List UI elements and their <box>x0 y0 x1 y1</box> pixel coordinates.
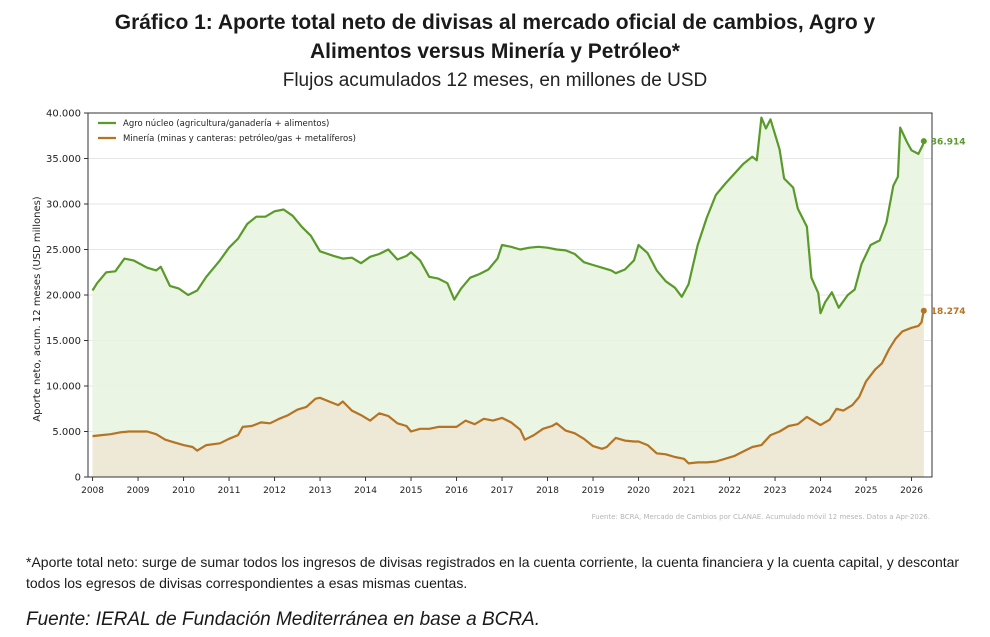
x-tick-label: 2017 <box>491 486 514 496</box>
series-line-0 <box>91 116 925 315</box>
x-tick-label: 2016 <box>445 486 468 496</box>
y-tick-label: 10.000 <box>46 382 81 393</box>
x-tick-label: 2015 <box>400 486 423 496</box>
series-area-0 <box>92 117 924 477</box>
series-lines <box>91 116 925 465</box>
series-end-point-1 <box>920 307 927 314</box>
plot-frame <box>87 112 933 478</box>
legend: Agro núcleo (agricultura/ganadería + ali… <box>98 119 356 144</box>
series-end-label-1: 18.274 <box>931 307 966 317</box>
x-tick-label: 2012 <box>263 486 286 496</box>
x-tick-label: 2018 <box>536 486 559 496</box>
x-tick-label: 2013 <box>309 486 332 496</box>
series-area-1 <box>92 310 924 477</box>
x-tick-label: 2024 <box>809 486 832 496</box>
source-caption: Fuente: IERAL de Fundación Mediterránea … <box>26 609 541 630</box>
y-tick-label: 20.000 <box>46 291 81 302</box>
footnote: *Aporte total neto: surge de sumar todos… <box>26 554 960 591</box>
x-tick-label: 2008 <box>81 486 104 496</box>
axes: 0 5.000 10.000 15.000 20.000 25.000 30.000 35.0… <box>46 109 933 496</box>
x-tick-label: 2023 <box>764 486 787 496</box>
legend-label-0: Agro núcleo (agricultura/ganadería + ali… <box>123 119 329 129</box>
chart-area: 0 5.000 10.000 15.000 20.000 25.000 30.000 35.0… <box>32 109 966 522</box>
series-end-label-0: 36.914 <box>931 138 966 148</box>
x-tick-label: 2021 <box>673 486 696 496</box>
source-note: Fuente: BCRA, Mercado de Cambios por CLA… <box>592 513 930 521</box>
y-tick-label: 0 <box>75 473 81 484</box>
y-axis-label: Aporte neto, acum. 12 meses (USD millone… <box>32 196 43 422</box>
x-tick-label: 2022 <box>718 486 741 496</box>
y-tick-label: 35.000 <box>46 154 81 165</box>
chart-title-line-2: Alimentos versus Minería y Petróleo* <box>310 40 680 63</box>
x-tick-label: 2026 <box>900 486 923 496</box>
x-tick-label: 2025 <box>855 486 878 496</box>
x-tick-label: 2011 <box>218 486 241 496</box>
y-tick-label: 5.000 <box>52 427 81 438</box>
y-tick-label: 15.000 <box>46 336 81 347</box>
series-end-point-0 <box>920 138 927 145</box>
x-tick-label: 2020 <box>627 486 650 496</box>
chart-title-line-1: Gráfico 1: Aporte total neto de divisas … <box>114 11 876 34</box>
x-tick-label: 2010 <box>172 486 195 496</box>
chart-subtitle: Flujos acumulados 12 meses, en millones … <box>282 70 708 91</box>
y-tick-label: 25.000 <box>46 245 81 256</box>
x-tick-label: 2009 <box>127 486 150 496</box>
legend-label-1: Minería (minas y canteras: petróleo/gas … <box>123 133 356 144</box>
x-tick-label: 2019 <box>582 486 605 496</box>
y-tick-label: 30.000 <box>46 200 81 211</box>
end-labels: 36.914 18.274 <box>920 138 966 317</box>
series-line-1 <box>92 310 925 465</box>
x-tick-label: 2014 <box>354 486 377 496</box>
y-tick-label: 40.000 <box>46 109 81 120</box>
series-areas <box>92 117 924 477</box>
